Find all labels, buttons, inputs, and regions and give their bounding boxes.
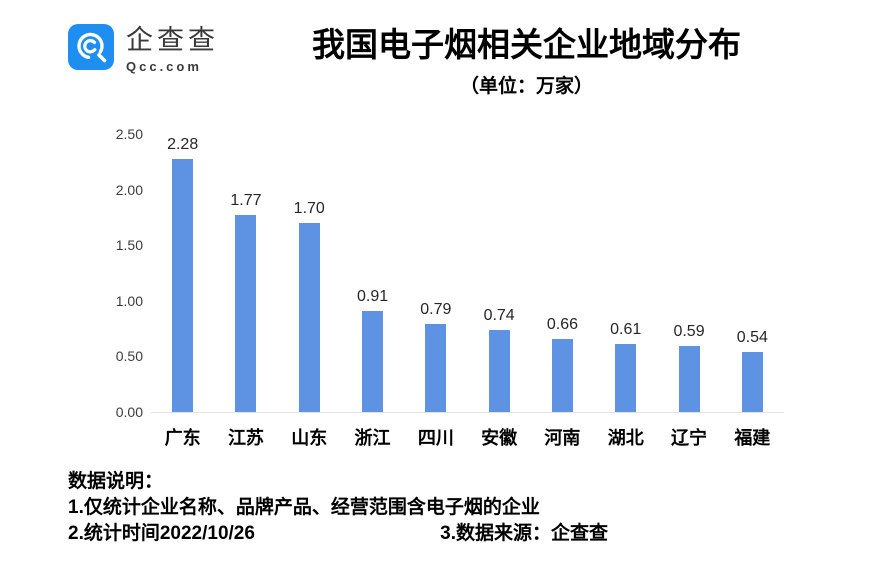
bar-slot: 1.70: [278, 200, 341, 412]
bar-slot: 2.28: [151, 135, 214, 412]
bar-value-label: 2.28: [167, 135, 199, 153]
bar-value-label: 0.66: [546, 315, 578, 333]
bar-value-label: 1.70: [293, 200, 325, 217]
chart-title: 我国电子烟相关企业地域分布: [312, 26, 741, 63]
x-axis-label: 广东: [164, 428, 201, 448]
bar: [425, 324, 447, 412]
x-axis-label: 福建: [734, 428, 771, 448]
bar-value-label: 0.61: [610, 321, 642, 339]
bar: [615, 344, 637, 412]
bar-slot: 0.54: [721, 329, 784, 412]
bar: [235, 215, 257, 412]
bar-slot: 0.91: [341, 288, 404, 412]
logo-brand-name: 企查查: [126, 25, 219, 55]
bar-slot: 0.74: [467, 307, 530, 412]
bar-slot: 1.77: [214, 192, 277, 412]
y-axis-tick-label: 2.00: [115, 181, 143, 198]
x-axis-label: 河南: [544, 428, 581, 448]
bar: [298, 223, 320, 412]
bar-slot: 0.61: [594, 321, 657, 412]
logo-domain: Qcc.com: [126, 59, 202, 74]
x-axis-label: 辽宁: [671, 428, 708, 448]
notes-heading: 数据说明：: [68, 471, 164, 492]
bar-slot: 0.79: [404, 301, 467, 412]
bar: [172, 158, 194, 412]
chart-subtitle: （单位：万家）: [459, 76, 593, 97]
bar-value-label: 0.74: [483, 306, 515, 324]
bar-value-label: 0.91: [356, 287, 389, 305]
bar: [678, 346, 700, 412]
bar-slot: 0.66: [531, 316, 594, 412]
bars-row: 2.28 1.77 1.70 0.91 0.79 0.74 0.66 0.61 0.59 0.54: [151, 134, 784, 412]
y-axis-tick-label: 2.50: [115, 126, 143, 142]
bar-value-label: 0.59: [673, 323, 705, 341]
x-axis-label: 山东: [291, 428, 328, 448]
y-axis-tick-label: 0.50: [115, 348, 143, 365]
note-row: 2.统计时间2022/10/26 3.数据来源：企查查: [68, 521, 608, 547]
x-axis-label: 安徽: [481, 428, 518, 448]
bar-chart-plot-area: 2.28 1.77 1.70 0.91 0.79 0.74 0.66 0.61 0.59 0.54: [151, 134, 784, 413]
bar-value-label: 1.77: [230, 192, 262, 210]
qcc-logo-text: 企查查 Qcc.com: [126, 24, 219, 74]
title-block: 我国电子烟相关企业地域分布 （单位：万家）: [175, 26, 878, 98]
bar: [551, 338, 573, 412]
bar: [362, 310, 384, 412]
data-notes: 数据说明： 1.仅统计企业名称、品牌产品、经营范围含电子烟的企业 2.统计时间2…: [68, 469, 608, 547]
note-date: 2.统计时间2022/10/26: [68, 523, 255, 544]
note-scope: 1.仅统计企业名称、品牌产品、经营范围含电子烟的企业: [68, 497, 540, 518]
y-axis-tick-label: 1.50: [115, 237, 143, 254]
note-source: 3.数据来源：企查查: [440, 523, 608, 544]
y-axis-tick-label: 0.00: [115, 404, 143, 420]
x-axis-label: 湖北: [607, 428, 644, 448]
x-axis-labels: 广东 江苏 山东 浙江 四川 安徽 河南 湖北 辽宁 福建: [151, 424, 784, 450]
x-axis-label: 四川: [417, 428, 454, 448]
bar-slot: 0.59: [657, 323, 720, 412]
bar-value-label: 0.54: [736, 329, 768, 346]
qcc-logo: 企查查 Qcc.com: [68, 24, 219, 74]
x-axis-label: 浙江: [354, 428, 391, 448]
y-axis-tick-label: 1.00: [115, 292, 143, 309]
bar: [741, 352, 763, 412]
y-axis: 0.00 0.50 1.00 1.50 2.00 2.50: [95, 126, 143, 420]
bar: [488, 329, 510, 412]
qcc-logo-icon: [68, 24, 114, 70]
x-axis-label: 江苏: [227, 428, 264, 448]
bar-value-label: 0.79: [420, 301, 452, 319]
